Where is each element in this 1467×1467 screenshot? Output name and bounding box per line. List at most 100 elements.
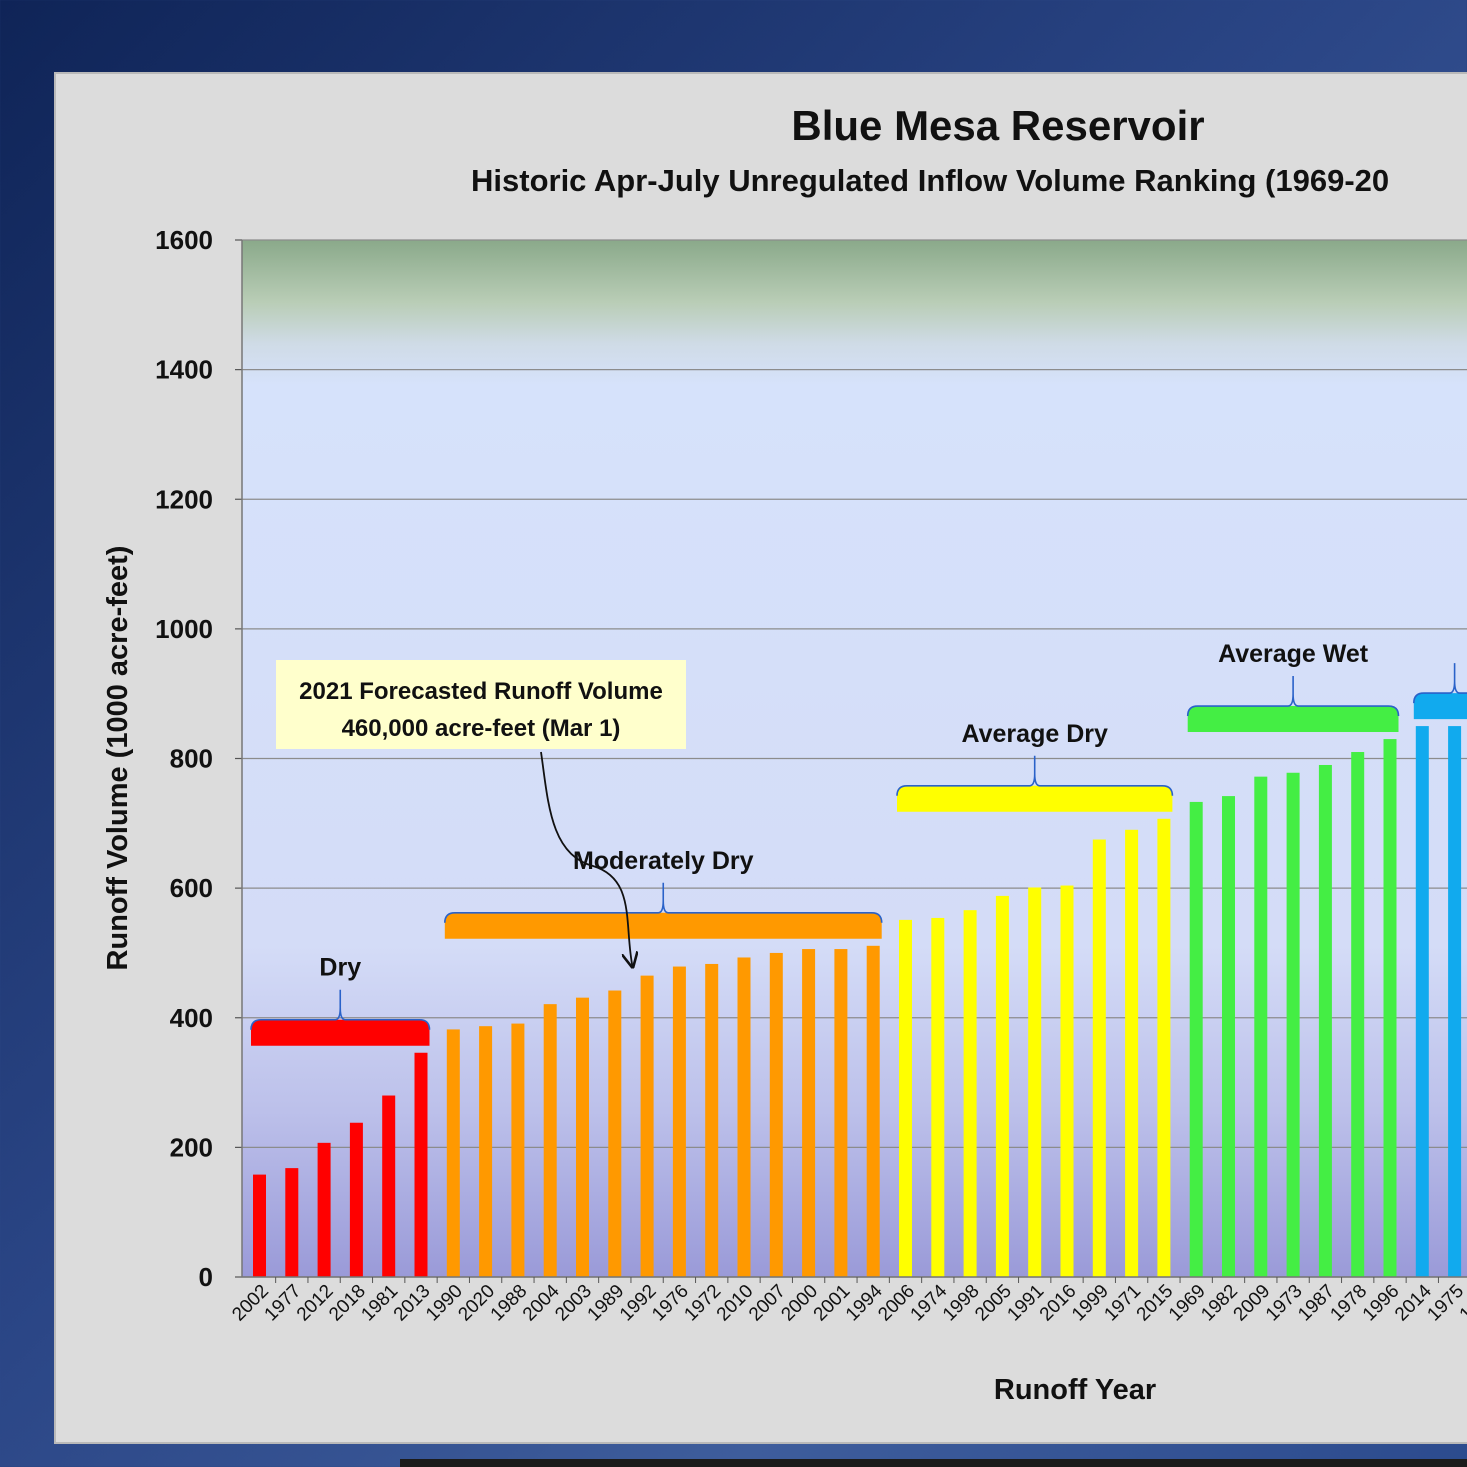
y-tick-label: 1400	[155, 355, 213, 385]
x-tick-label: 2007	[745, 1281, 790, 1326]
forecast-arrow	[540, 751, 633, 967]
x-tick-label: 2016	[1036, 1281, 1081, 1326]
category-brace	[444, 882, 883, 923]
bar-1975	[1448, 726, 1462, 1277]
category-brace	[896, 755, 1174, 796]
y-tick-label: 800	[170, 744, 213, 774]
bar-1988	[511, 1023, 525, 1277]
bar-2001	[834, 949, 848, 1277]
x-tick-label: 1991	[1003, 1281, 1048, 1326]
gridlines	[242, 239, 1467, 1278]
category-brace	[250, 989, 431, 1030]
bar-1992	[640, 975, 654, 1277]
x-tick-label: 2014	[1391, 1280, 1436, 1325]
x-axis-label: Runoff Year	[994, 1374, 1156, 1406]
bar-2015	[1157, 818, 1171, 1277]
bar-2009	[1254, 776, 1268, 1277]
x-tick-label: 1996	[1359, 1281, 1404, 1326]
forecast-callout-line1: 2021 Forecasted Runoff Volume	[299, 678, 663, 705]
bar-1987	[1318, 764, 1332, 1277]
x-tick-label: 1975	[1423, 1281, 1467, 1326]
bar-2002	[253, 1174, 266, 1277]
bar-2013	[414, 1052, 428, 1277]
bar-1989	[608, 990, 622, 1277]
bar-2012	[317, 1142, 331, 1277]
x-tick-label: 2000	[777, 1281, 822, 1326]
x-tick-label: 2020	[454, 1281, 499, 1326]
category-brace	[1186, 676, 1400, 717]
forecast-callout-box	[276, 660, 686, 749]
y-tick-label: 1600	[155, 225, 213, 255]
x-tick-label: 1998	[939, 1281, 984, 1326]
bar-1998	[963, 910, 977, 1277]
x-tick-label: 2006	[874, 1281, 919, 1326]
category-group-dry: Dry	[250, 954, 431, 1046]
category-label: Average Dry	[962, 720, 1108, 748]
bar-1994	[866, 945, 880, 1277]
bar-2005	[995, 895, 1009, 1277]
bar-2003	[576, 997, 589, 1277]
bar-2016	[1060, 885, 1074, 1277]
bar-1971	[1125, 829, 1139, 1277]
bar-2006	[899, 919, 912, 1277]
category-bracket-fill	[1187, 706, 1399, 733]
x-tick-label: 1974	[907, 1280, 952, 1325]
bar-2007	[769, 952, 783, 1277]
category-bracket-fill	[251, 1019, 430, 1046]
x-tick-label: 2002	[228, 1281, 273, 1326]
bar-2000	[802, 949, 816, 1277]
bar-1999	[1092, 839, 1106, 1277]
category-brace	[1413, 663, 1467, 704]
y-tick-label: 200	[170, 1132, 213, 1162]
bar-2020	[479, 1026, 493, 1277]
category-label: Average Wet	[1218, 640, 1369, 668]
bar-1981	[382, 1095, 396, 1277]
x-tick-label: 1982	[1197, 1281, 1242, 1326]
category-label: Dry	[319, 954, 361, 982]
bottom-strip	[400, 1459, 1467, 1467]
x-tick-label: 1976	[648, 1281, 693, 1326]
x-tick-label: 1969	[1165, 1281, 1210, 1326]
bar-1974	[931, 917, 945, 1277]
x-tick-label: 1977	[261, 1281, 306, 1326]
x-tick-label: 2013	[390, 1281, 435, 1326]
bar-2014	[1415, 726, 1429, 1277]
bar-1978	[1351, 752, 1365, 1277]
x-tick-label: 2001	[810, 1281, 855, 1326]
x-tick-label: 2018	[325, 1281, 370, 1326]
y-tick-label: 0	[199, 1262, 213, 1292]
x-tick-label: 1989	[584, 1281, 629, 1326]
bar-1977	[285, 1168, 299, 1277]
forecast-callout-line2: 460,000 acre-feet (Mar 1)	[342, 715, 621, 742]
bar-1973	[1286, 772, 1300, 1277]
x-tick-label: 2009	[1230, 1281, 1275, 1326]
x-axis: 2002197720122018198120131990202019882004…	[228, 1277, 1467, 1325]
x-tick-label: 2003	[551, 1281, 596, 1326]
x-tick-label: 2004	[519, 1280, 564, 1325]
bar-2004	[543, 1004, 557, 1277]
x-tick-label: 1981	[357, 1281, 402, 1326]
x-tick-label: 1972	[680, 1281, 725, 1326]
x-tick-label: 2012	[293, 1281, 338, 1326]
x-tick-label: 1988	[487, 1281, 532, 1326]
category-bracket-fill	[1413, 693, 1467, 720]
bar-2010	[737, 957, 751, 1277]
category-label: Moderately Dry	[573, 847, 754, 875]
y-axis: 0 200 400 600 800 1000 1200 1400 1600	[155, 225, 1467, 1292]
x-tick-label: 1992	[616, 1281, 661, 1326]
chart-subtitle: Historic Apr-July Unregulated Inflow Vol…	[471, 163, 1389, 198]
category-group-average_wet: Average Wet	[1186, 640, 1400, 733]
x-tick-label: 1971	[1100, 1281, 1145, 1326]
forecast-annotation: 2021 Forecasted Runoff Volume 460,000 ac…	[276, 660, 686, 967]
bar-2018	[349, 1122, 363, 1277]
x-tick-label: 2010	[713, 1281, 758, 1326]
category-brackets: Dry Moderately Dry Average Dry Average Wet	[250, 640, 1467, 1046]
bar-1976	[672, 966, 686, 1277]
bar-1972	[705, 963, 719, 1277]
x-tick-label: 1987	[1294, 1281, 1339, 1326]
x-tick-label: 1973	[1262, 1281, 1307, 1326]
y-tick-label: 1200	[155, 484, 213, 514]
bar-1969	[1189, 801, 1203, 1277]
bars	[253, 726, 1462, 1277]
